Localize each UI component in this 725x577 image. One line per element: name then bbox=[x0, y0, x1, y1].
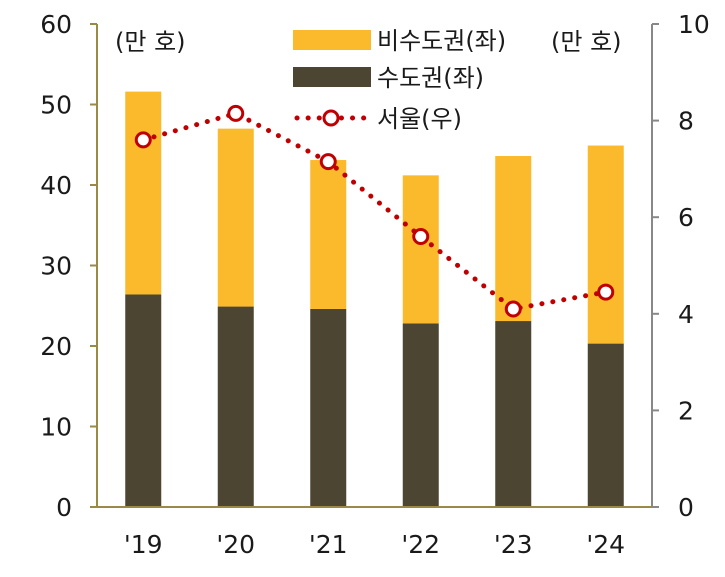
bar-noncapital-0 bbox=[125, 91, 162, 295]
legend-label-1: 수도권(좌) bbox=[377, 64, 484, 92]
x-tick-label: '24 bbox=[586, 530, 625, 559]
right-tick-label: 8 bbox=[678, 107, 694, 136]
legend: 비수도권(좌) 수도권(좌) 서울(우) bbox=[293, 27, 506, 133]
legend-label-0: 비수도권(좌) bbox=[377, 27, 506, 55]
bars-layer bbox=[125, 91, 624, 507]
bar-noncapital-1 bbox=[217, 128, 254, 307]
seoul-point-4 bbox=[504, 300, 522, 318]
seoul-point-2 bbox=[319, 153, 337, 171]
seoul-point-0 bbox=[134, 131, 152, 149]
x-tick-label: '22 bbox=[401, 530, 440, 559]
bar-noncapital-2 bbox=[310, 160, 347, 309]
bar-capital-4 bbox=[495, 321, 532, 507]
left-tick-label: 30 bbox=[40, 252, 72, 281]
right-tick-label: 6 bbox=[678, 203, 694, 232]
bar-capital-1 bbox=[217, 306, 254, 507]
bar-capital-5 bbox=[587, 343, 624, 507]
left-tick-label: 20 bbox=[40, 332, 72, 361]
legend-marker-2 bbox=[322, 109, 340, 127]
bar-noncapital-5 bbox=[587, 145, 624, 344]
legend-swatch-0 bbox=[293, 30, 371, 50]
left-tick-label: 40 bbox=[40, 171, 72, 200]
line-layer bbox=[134, 104, 615, 318]
x-tick-label: '21 bbox=[309, 530, 348, 559]
seoul-point-1 bbox=[227, 104, 245, 122]
seoul-point-5 bbox=[597, 283, 615, 301]
bar-noncapital-3 bbox=[402, 175, 439, 324]
x-tick-label: '20 bbox=[216, 530, 255, 559]
seoul-line bbox=[140, 110, 609, 312]
left-tick-label: 50 bbox=[40, 91, 72, 120]
right-tick-label: 0 bbox=[678, 493, 694, 522]
x-tick-label: '23 bbox=[494, 530, 533, 559]
left-tick-label: 60 bbox=[40, 10, 72, 39]
x-tick-label: '19 bbox=[124, 530, 163, 559]
bar-capital-0 bbox=[125, 294, 162, 507]
axes-layer bbox=[90, 23, 659, 508]
right-tick-label: 2 bbox=[678, 396, 694, 425]
left-tick-label: 10 bbox=[40, 413, 72, 442]
left-tick-label: 0 bbox=[56, 493, 72, 522]
bar-capital-2 bbox=[310, 308, 347, 507]
left-unit-label: (만 호) bbox=[115, 28, 186, 56]
legend-label-2: 서울(우) bbox=[377, 105, 462, 133]
bar-noncapital-4 bbox=[495, 156, 532, 322]
legend-swatch-1 bbox=[293, 67, 371, 87]
labels-layer: 0 10 20 30 40 50 60 0 2 4 6 8 10 '19 '20 '21 '22 '23 '24 (만… bbox=[40, 10, 710, 559]
seoul-point-3 bbox=[412, 228, 430, 246]
right-tick-label: 4 bbox=[678, 300, 694, 329]
right-unit-label: (만 호) bbox=[551, 28, 622, 56]
bar-capital-3 bbox=[402, 323, 439, 507]
right-tick-label: 10 bbox=[678, 10, 710, 39]
